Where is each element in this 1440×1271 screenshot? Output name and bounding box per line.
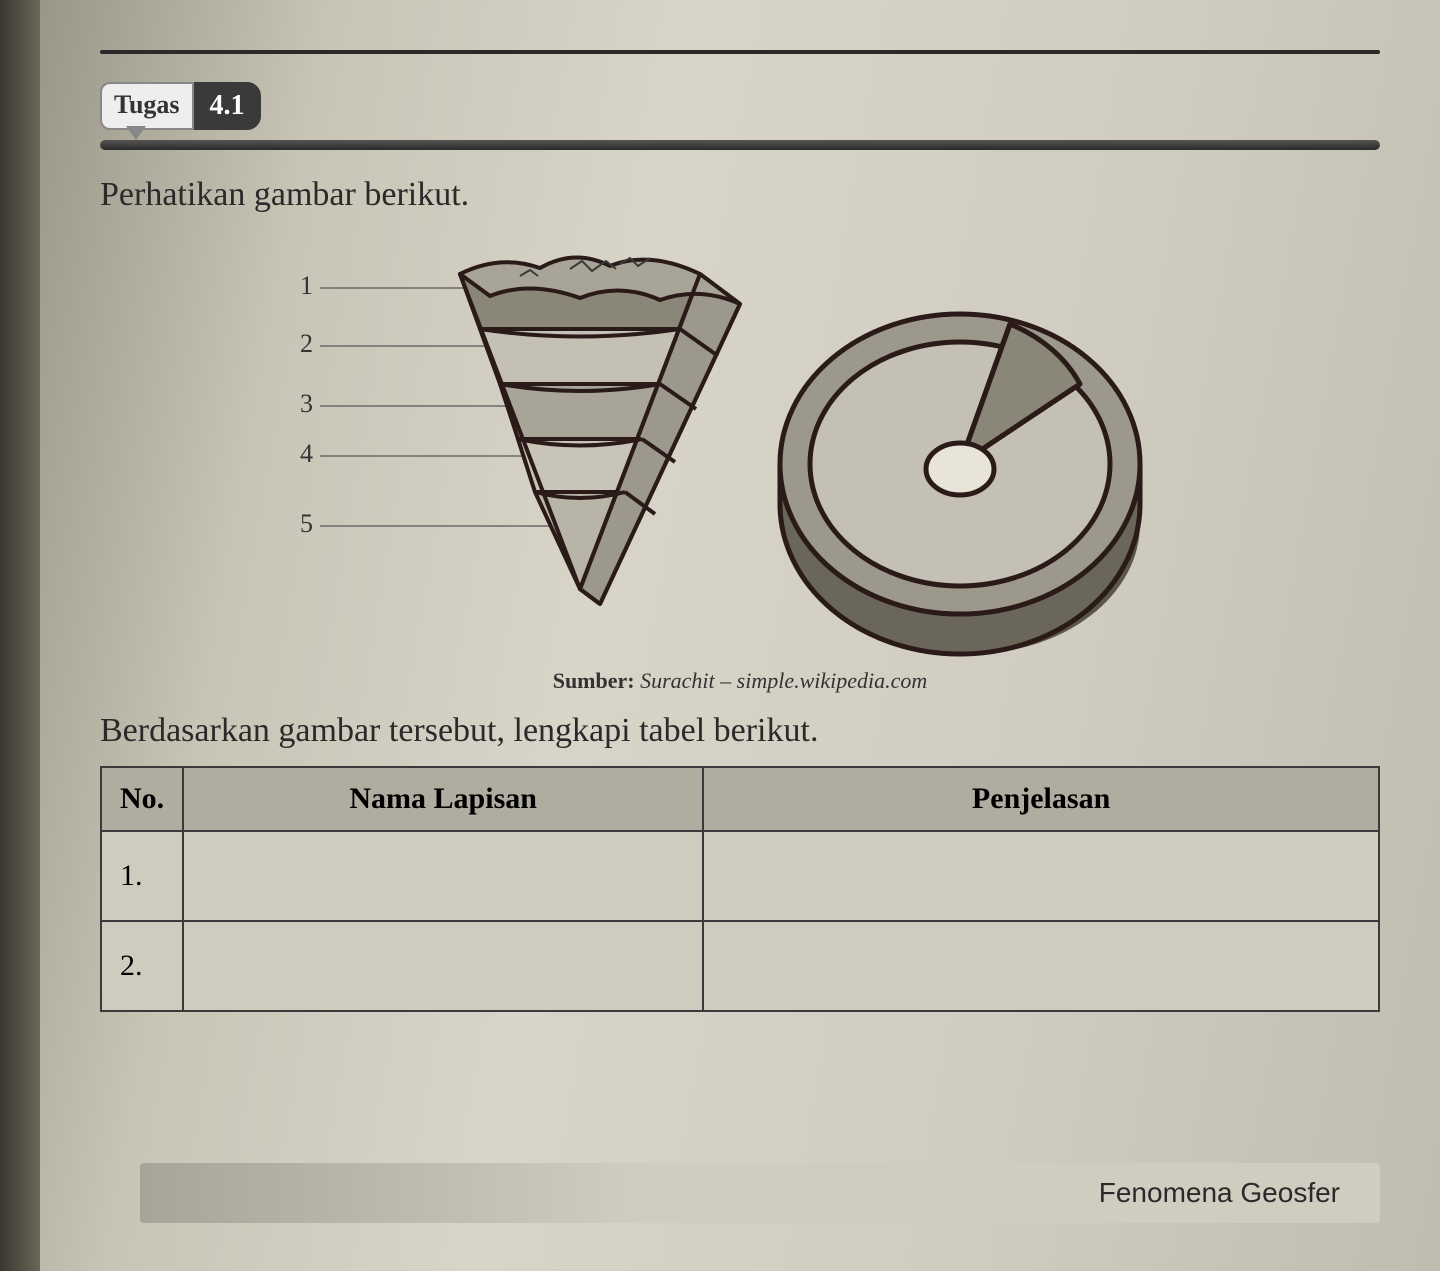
badge-left: Tugas: [100, 82, 194, 130]
footer-bar: Fenomena Geosfer: [140, 1163, 1380, 1223]
badge-right: 4.1: [194, 82, 261, 130]
task-badge: Tugas 4.1: [100, 82, 1380, 130]
caption-label: Sumber:: [553, 668, 640, 693]
footer-text: Fenomena Geosfer: [1099, 1177, 1340, 1209]
layer-label-2: 2: [300, 329, 313, 358]
cell-no: 2.: [101, 921, 183, 1011]
cell-no: 1.: [101, 831, 183, 921]
figure: 1 2 3 4 5: [100, 234, 1380, 694]
figure-caption: Sumber: Surachit – simple.wikipedia.com: [100, 668, 1380, 694]
layer-label-5: 5: [300, 509, 313, 538]
layers-table: No. Nama Lapisan Penjelasan 1. 2.: [100, 766, 1380, 1012]
instruction-1: Perhatikan gambar berikut.: [100, 176, 1380, 214]
cell-desc[interactable]: [703, 921, 1379, 1011]
disc-icon: [780, 314, 1140, 654]
cell-name[interactable]: [183, 831, 703, 921]
top-rule: [100, 50, 1380, 54]
instruction-2: Berdasarkan gambar tersebut, lengkapi ta…: [100, 712, 1380, 750]
col-header-no: No.: [101, 767, 183, 831]
col-header-name: Nama Lapisan: [183, 767, 703, 831]
table-row: 2.: [101, 921, 1379, 1011]
wedge-icon: [460, 257, 740, 604]
cell-desc[interactable]: [703, 831, 1379, 921]
section-rule: [100, 140, 1380, 150]
cell-name[interactable]: [183, 921, 703, 1011]
layer-label-4: 4: [300, 439, 313, 468]
book-spine: [0, 0, 40, 1271]
layer-label-1: 1: [300, 271, 313, 300]
page: Tugas 4.1 Perhatikan gambar berikut. 1 2…: [40, 0, 1440, 1271]
layer-label-3: 3: [300, 389, 313, 418]
table-row: 1.: [101, 831, 1379, 921]
earth-layers-diagram: 1 2 3 4 5: [270, 234, 1170, 674]
col-header-desc: Penjelasan: [703, 767, 1379, 831]
caption-text: Surachit – simple.wikipedia.com: [640, 668, 927, 693]
